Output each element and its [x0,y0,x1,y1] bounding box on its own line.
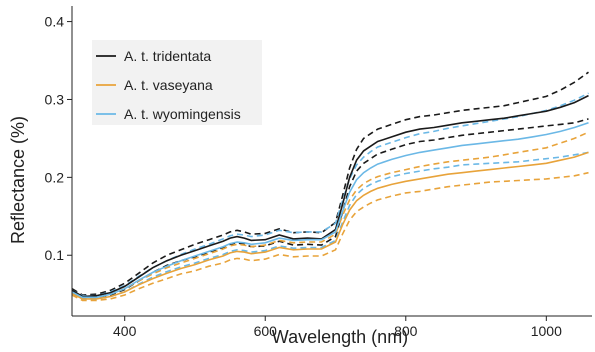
series-lower-band-a-t-vaseyana [71,171,589,302]
legend-label: A. t. vaseyana [124,77,213,93]
mean-lines [71,94,589,300]
legend-label: A. t. wyomingensis [124,106,241,122]
y-tick-label: 0.2 [45,169,65,185]
y-tick-label: 0.3 [45,91,65,107]
series-line-a-t-vaseyana [71,151,589,300]
x-tick-label: 400 [113,323,137,339]
x-tick-label: 800 [394,323,418,339]
series-lower-band-a-t-tridentata [71,118,589,299]
series-lower-band-a-t-wyomingensis [71,151,589,300]
y-axis-label: Reflectance (%) [8,116,28,244]
legend-label: A. t. tridentata [124,48,211,64]
series-line-a-t-tridentata [71,94,589,298]
legend-background [92,40,262,125]
y-tick-label: 0.1 [45,247,65,263]
y-tick-label: 0.4 [45,14,65,30]
x-tick-label: 600 [254,323,278,339]
axes: 400 600 800 1000 0.1 0.2 0.3 0.4 [45,6,592,339]
series-upper-band-a-t-vaseyana [71,131,589,299]
x-tick-label: 1000 [531,323,562,339]
x-axis-label: Wavelength (nm) [272,327,408,347]
legend: A. t. tridentata A. t. vaseyana A. t. wyom… [92,40,262,125]
series-line-a-t-wyomingensis [71,122,589,299]
